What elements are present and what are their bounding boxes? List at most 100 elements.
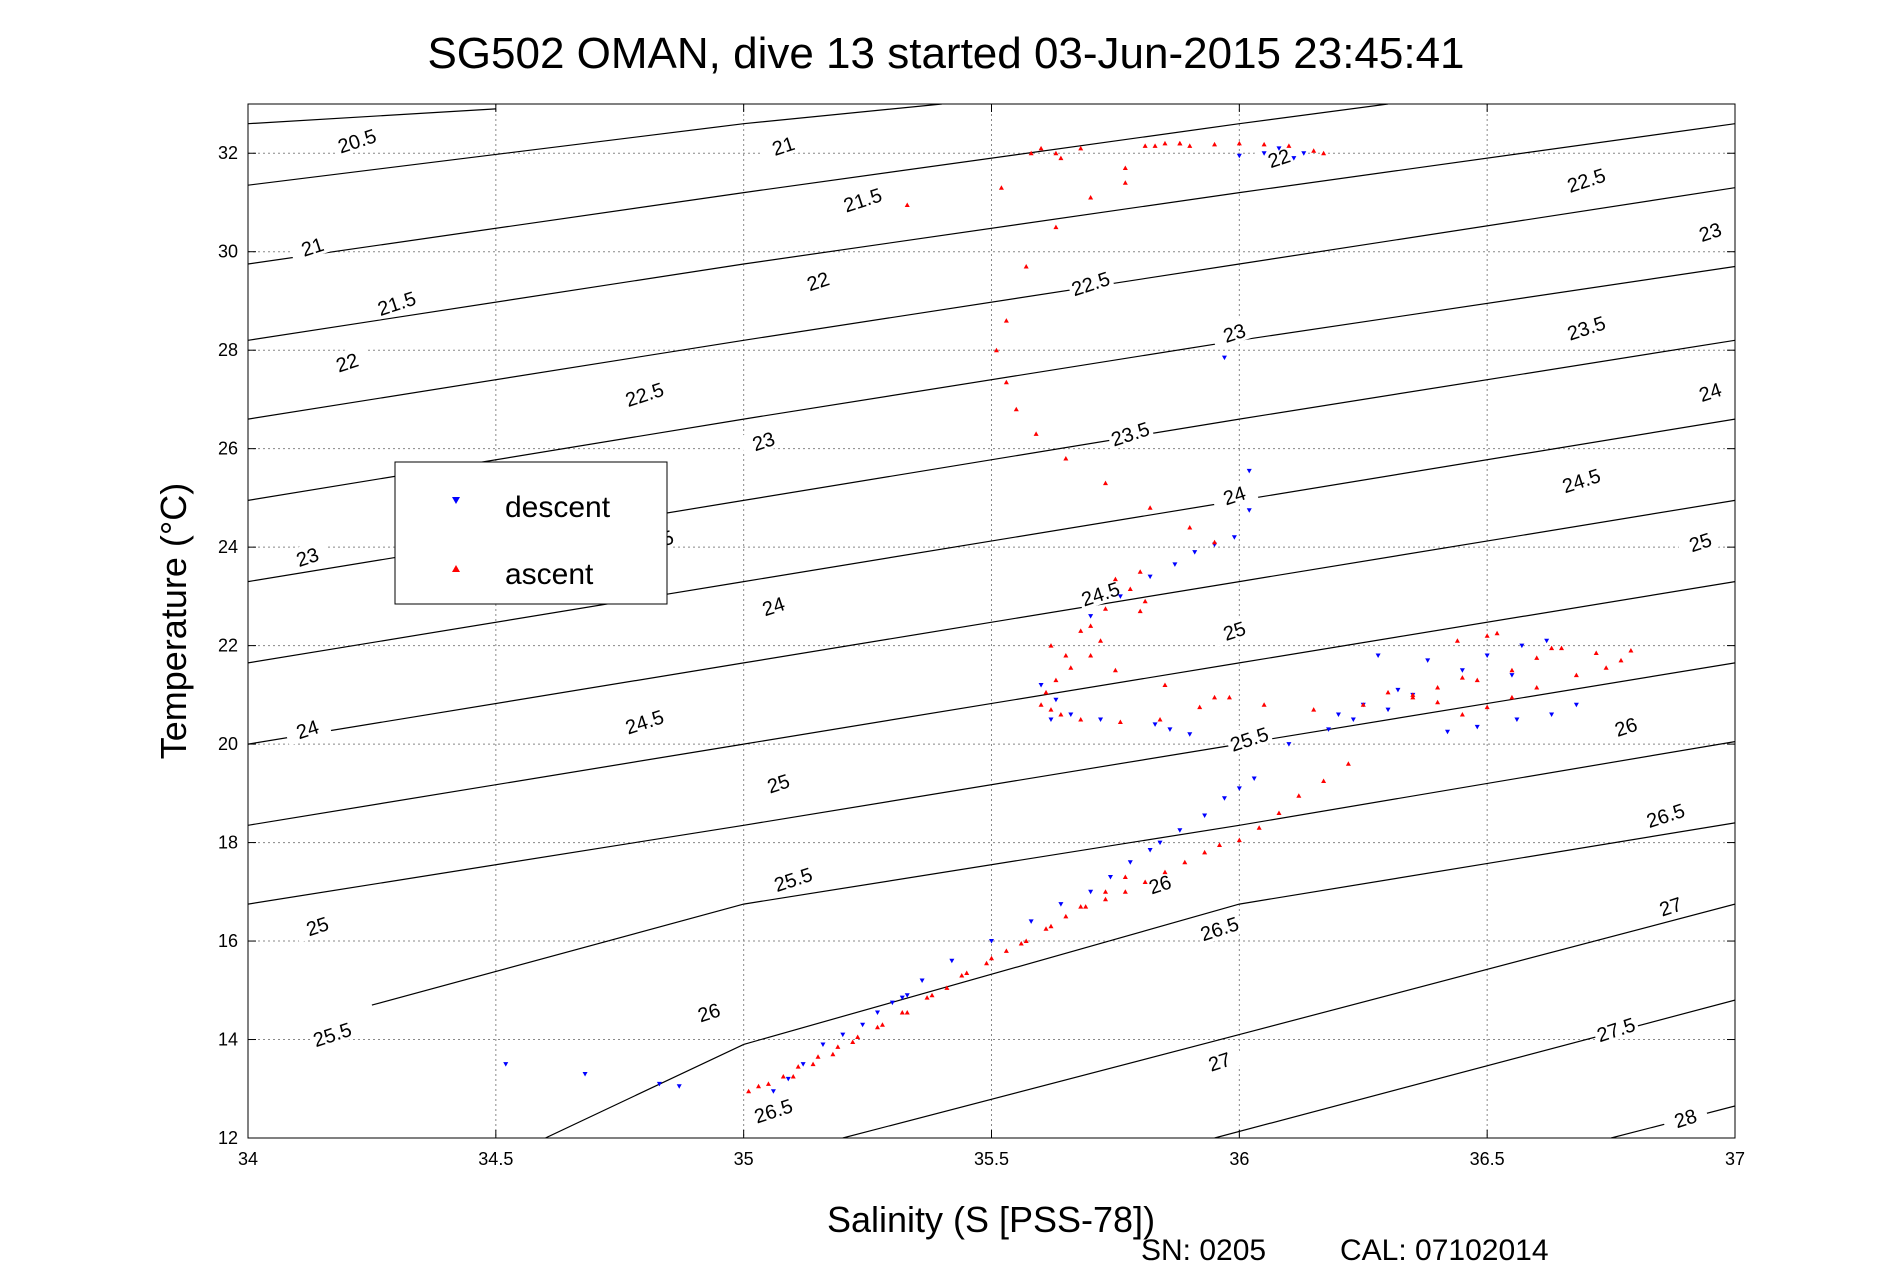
x-tick-label: 34.5	[478, 1149, 513, 1169]
contour-label-bg	[1066, 265, 1115, 301]
y-tick-label: 28	[218, 340, 238, 360]
legend-ascent-marker	[452, 565, 460, 572]
ascent-point	[998, 185, 1004, 190]
descent-point	[1187, 732, 1193, 737]
ascent-point	[1112, 667, 1118, 673]
descent-point	[800, 1062, 806, 1067]
ascent-point	[1187, 143, 1193, 148]
grid-lines	[248, 104, 1735, 1138]
contour-label-bg	[1660, 1100, 1710, 1135]
density-contour-line	[545, 822, 1735, 1138]
ascent-point	[1212, 694, 1218, 700]
contour-label-bg	[322, 344, 372, 379]
contour-label: 26.5	[1644, 800, 1688, 833]
contour-label-bg	[1209, 477, 1259, 512]
ascent-point	[1345, 761, 1351, 766]
descent-point	[1291, 156, 1297, 161]
contour-label-bg	[287, 228, 337, 264]
ascent-point	[1435, 684, 1441, 690]
descent-point	[874, 1010, 880, 1015]
ascent-point	[1083, 904, 1089, 909]
y-tick-label: 22	[218, 636, 238, 656]
descent-point	[1236, 786, 1242, 791]
contour-label-bg	[1105, 415, 1155, 451]
ascent-point	[944, 985, 950, 990]
density-contour-line	[248, 499, 1735, 745]
serial-number: SN: 0205	[1141, 1234, 1266, 1262]
ascent-point	[1236, 837, 1242, 843]
contour-label-bg	[1640, 797, 1690, 832]
x-tick-label: 35	[734, 1149, 754, 1169]
contour-label-bg	[738, 423, 788, 458]
descent-point	[1335, 712, 1341, 718]
descent-point	[1514, 717, 1520, 722]
x-tick-label: 36.5	[1470, 1149, 1505, 1169]
descent-point	[656, 1081, 662, 1087]
descent-point	[1236, 153, 1242, 159]
chart-title: SG502 OMAN, dive 13 started 03-Jun-2015 …	[427, 29, 1464, 78]
density-contour-line	[248, 662, 1735, 905]
descent-point	[1425, 658, 1431, 663]
descent-point	[899, 995, 905, 1001]
ascent-point	[1122, 165, 1128, 171]
ascent-point	[815, 1054, 821, 1059]
descent-point	[1375, 653, 1381, 658]
ascent-point	[1410, 692, 1416, 697]
ascent-point	[1296, 793, 1302, 798]
legend-descent-label: descent	[505, 491, 611, 524]
descent-point	[785, 1076, 791, 1082]
ascent-point	[1286, 143, 1292, 148]
ascent-point	[1142, 879, 1148, 884]
ascent-point	[1261, 141, 1267, 147]
contour-label-bg	[282, 711, 332, 746]
descent-point	[1231, 535, 1237, 540]
density-contour-line	[371, 741, 1735, 1006]
density-contour-line	[248, 187, 1735, 420]
ascent-point	[1023, 263, 1029, 269]
ascent-point	[830, 1051, 836, 1057]
ascent-point	[1043, 926, 1049, 931]
ascent-point	[1256, 825, 1262, 830]
descent-point	[1286, 742, 1292, 747]
ascent-point	[1573, 672, 1579, 678]
ascent-point	[1212, 141, 1218, 147]
ascent-point	[1112, 576, 1118, 582]
x-tick-label: 34	[238, 1149, 258, 1169]
contour-label-bg	[1685, 213, 1735, 249]
ascent-point	[1053, 677, 1059, 683]
density-contour-line	[248, 265, 1735, 501]
descent-point	[1202, 813, 1208, 818]
ascent-point	[1202, 849, 1208, 855]
x-tick-label: 36	[1229, 1149, 1249, 1169]
ascent-point	[1053, 150, 1059, 156]
ascent-point	[1276, 810, 1282, 816]
contour-label-bg	[768, 861, 818, 896]
ascent-point	[904, 202, 910, 207]
y-tick-label: 26	[218, 439, 238, 459]
ascent-point	[874, 1024, 880, 1030]
ascent-point	[1177, 140, 1183, 146]
y-tick-label: 18	[218, 833, 238, 853]
descent-point	[1326, 727, 1332, 732]
density-contour-line	[248, 418, 1735, 664]
contour-label: 21.5	[841, 184, 885, 217]
descent-point	[1088, 614, 1094, 619]
ascent-point	[1142, 598, 1148, 604]
ascent-point	[1063, 913, 1069, 919]
contour-label: 23.5	[1109, 418, 1153, 451]
ascent-point	[1058, 712, 1064, 717]
contour-label-bg	[1209, 314, 1259, 350]
descent-point	[1395, 687, 1401, 693]
descent-point	[1098, 717, 1104, 722]
ascent-point	[1311, 707, 1317, 712]
contour-label: 24.5	[1560, 465, 1604, 498]
ascent-point	[1152, 143, 1158, 148]
contour-label-bg	[837, 181, 887, 217]
ascent-point	[1212, 539, 1218, 545]
ascent-point	[850, 1039, 856, 1044]
ascent-point	[1321, 150, 1327, 156]
ascent-point	[1628, 648, 1634, 653]
descent-point	[1445, 729, 1451, 735]
ascent-point	[1410, 694, 1416, 700]
contour-label-bg	[1135, 866, 1185, 901]
